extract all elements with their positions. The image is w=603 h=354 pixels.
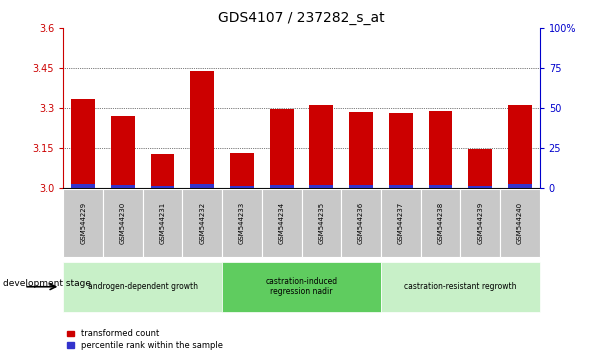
Bar (349, 112, 373, 188)
Text: GSM544240: GSM544240 (517, 202, 523, 244)
Bar (71, 99, 95, 188)
Text: GSM544232: GSM544232 (199, 202, 205, 244)
Bar (191, 184, 214, 188)
Text: castration-induced
regression nadir: castration-induced regression nadir (265, 277, 338, 296)
Legend: transformed count, percentile rank within the sample: transformed count, percentile rank withi… (68, 329, 223, 350)
Bar (389, 113, 412, 188)
Bar (230, 153, 254, 188)
Text: GSM544229: GSM544229 (80, 202, 86, 244)
Text: GSM544233: GSM544233 (239, 202, 245, 244)
Bar (309, 185, 333, 188)
Bar (270, 109, 294, 188)
Bar (429, 111, 452, 188)
Text: GSM544234: GSM544234 (279, 202, 285, 244)
Text: castration-resistant regrowth: castration-resistant regrowth (404, 282, 517, 291)
Bar (508, 184, 532, 188)
Bar (230, 186, 254, 188)
Bar (389, 185, 412, 188)
Text: GSM544237: GSM544237 (398, 202, 404, 244)
Bar (469, 149, 492, 188)
Bar (191, 71, 214, 188)
Text: development stage: development stage (3, 279, 91, 288)
Bar (71, 184, 95, 188)
Text: GSM544238: GSM544238 (437, 202, 443, 244)
Text: GSM544236: GSM544236 (358, 202, 364, 244)
Text: GSM544230: GSM544230 (120, 202, 126, 244)
Bar (151, 154, 174, 188)
Bar (270, 185, 294, 188)
Bar (151, 186, 174, 188)
Bar (111, 185, 135, 188)
Bar (508, 105, 532, 188)
Text: GDS4107 / 237282_s_at: GDS4107 / 237282_s_at (218, 11, 385, 25)
Bar (469, 186, 492, 188)
Bar (111, 116, 135, 188)
Bar (429, 185, 452, 188)
Text: GSM544231: GSM544231 (160, 202, 166, 244)
Text: GSM544239: GSM544239 (477, 202, 483, 244)
Text: GSM544235: GSM544235 (318, 202, 324, 244)
Bar (349, 185, 373, 188)
Text: androgen-dependent growth: androgen-dependent growth (87, 282, 198, 291)
Bar (309, 105, 333, 188)
